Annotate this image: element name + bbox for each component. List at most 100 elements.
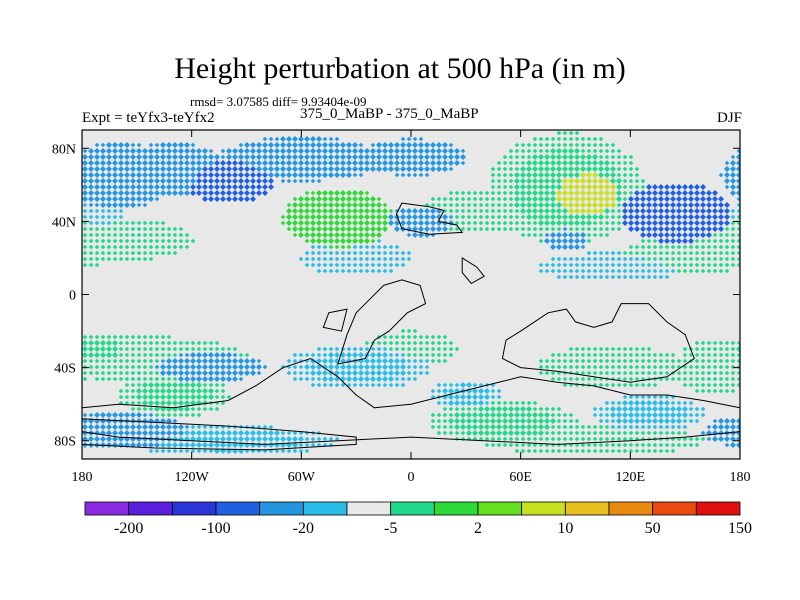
field-cell	[622, 382, 628, 388]
field-cell	[304, 250, 310, 256]
field-cell	[610, 154, 616, 160]
field-cell	[172, 142, 178, 148]
field-cell	[202, 172, 208, 178]
field-cell	[406, 328, 412, 334]
field-cell	[628, 346, 634, 352]
field-cell	[592, 448, 598, 454]
field-cell	[736, 352, 740, 358]
coastline	[82, 418, 357, 451]
field-cell	[676, 436, 682, 442]
field-cell	[412, 232, 418, 238]
field-cell	[370, 256, 376, 262]
field-cell	[238, 370, 244, 376]
field-cell	[574, 226, 580, 232]
field-cell	[244, 178, 250, 184]
field-cell	[640, 184, 646, 190]
field-cell	[562, 208, 568, 214]
field-cell	[436, 148, 442, 154]
field-cell	[412, 172, 418, 178]
field-cell	[88, 178, 94, 184]
field-cell	[352, 346, 358, 352]
field-cell	[586, 358, 592, 364]
field-cell	[136, 238, 142, 244]
field-cell	[538, 142, 544, 148]
field-cell	[496, 394, 502, 400]
field-cell	[592, 262, 598, 268]
field-cell	[262, 166, 268, 172]
field-cell	[712, 238, 718, 244]
field-cell	[184, 340, 190, 346]
field-cell	[364, 148, 370, 154]
field-cell	[382, 376, 388, 382]
field-cell	[316, 436, 322, 442]
field-cell	[124, 250, 130, 256]
field-cell	[694, 442, 700, 448]
field-cell	[736, 154, 740, 160]
field-cell	[166, 178, 172, 184]
field-cell	[94, 436, 100, 442]
field-cell	[100, 238, 106, 244]
field-cell	[148, 148, 154, 154]
field-cell	[688, 256, 694, 262]
field-cell	[190, 178, 196, 184]
field-cell	[490, 172, 496, 178]
field-cell	[466, 208, 472, 214]
field-cell	[634, 244, 640, 250]
field-cell	[544, 412, 550, 418]
field-cell	[724, 268, 730, 274]
field-cell	[682, 190, 688, 196]
field-cell	[430, 196, 436, 202]
field-cell	[634, 424, 640, 430]
field-cell	[142, 244, 148, 250]
field-cell	[382, 382, 388, 388]
field-cell	[244, 172, 250, 178]
field-cell	[166, 430, 172, 436]
field-cell	[454, 226, 460, 232]
field-cell	[646, 382, 652, 388]
field-cell	[478, 226, 484, 232]
field-cell	[112, 220, 118, 226]
field-cell	[160, 142, 166, 148]
field-cell	[148, 388, 154, 394]
field-cell	[148, 352, 154, 358]
field-cell	[82, 172, 88, 178]
field-cell	[424, 340, 430, 346]
field-cell	[580, 160, 586, 166]
field-cell	[112, 364, 118, 370]
field-cell	[700, 244, 706, 250]
field-cell	[214, 184, 220, 190]
field-cell	[598, 256, 604, 262]
field-cell	[82, 232, 88, 238]
field-cell	[304, 214, 310, 220]
field-cell	[622, 196, 628, 202]
field-cell	[112, 148, 118, 154]
field-cell	[274, 436, 280, 442]
field-cell	[388, 334, 394, 340]
field-cell	[526, 190, 532, 196]
field-cell	[730, 358, 736, 364]
field-cell	[682, 352, 688, 358]
field-cell	[568, 172, 574, 178]
field-cell	[238, 364, 244, 370]
field-cell	[580, 232, 586, 238]
field-cell	[460, 394, 466, 400]
field-cell	[436, 334, 442, 340]
y-tick-label: 80N	[52, 142, 76, 157]
colorbar-box	[128, 501, 173, 516]
field-cell	[412, 346, 418, 352]
field-cell	[700, 376, 706, 382]
field-cell	[532, 172, 538, 178]
field-cell	[160, 178, 166, 184]
field-cell	[406, 340, 412, 346]
field-cell	[592, 370, 598, 376]
field-cell	[658, 442, 664, 448]
field-cell	[556, 160, 562, 166]
field-cell	[148, 226, 154, 232]
field-cell	[706, 220, 712, 226]
field-cell	[154, 412, 160, 418]
field-cell	[310, 244, 316, 250]
field-cell	[328, 208, 334, 214]
field-cell	[622, 352, 628, 358]
field-cell	[112, 358, 118, 364]
field-cell	[196, 178, 202, 184]
